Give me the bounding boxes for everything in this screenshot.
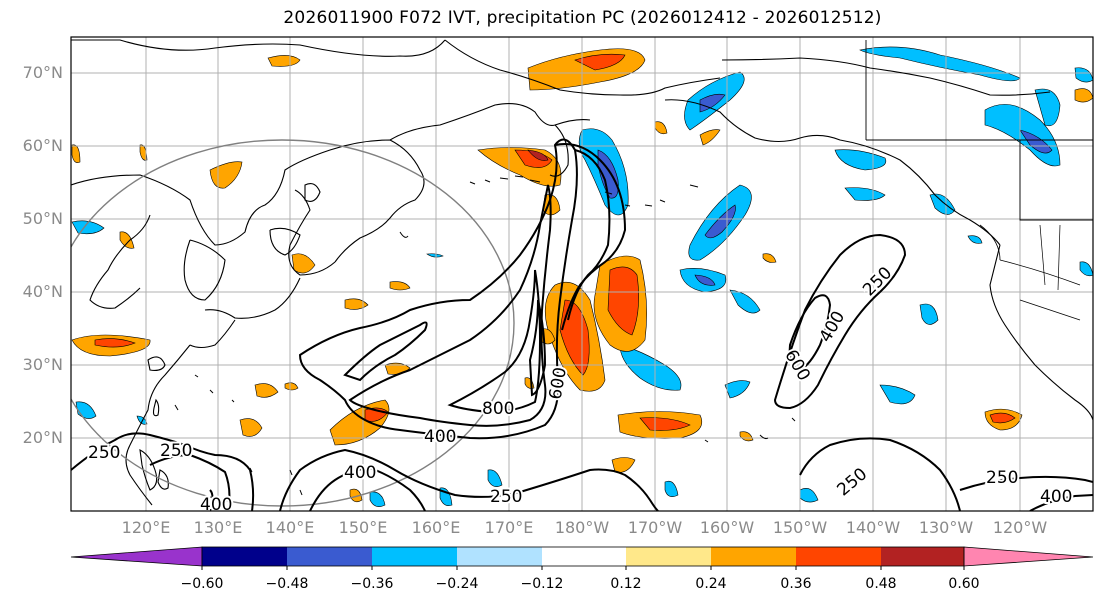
- contour-label: 400: [424, 427, 456, 447]
- lat-label: 20°N: [22, 428, 63, 447]
- colorbar-tick-label: −0.60: [180, 576, 224, 592]
- colorbar-tick-label: −0.36: [350, 576, 394, 592]
- contour-label: 400: [1040, 487, 1072, 507]
- lon-label: 120°W: [992, 518, 1048, 537]
- colorbar-segment: [287, 547, 372, 566]
- colorbar-segment: [881, 547, 964, 566]
- colorbar-segment: [457, 547, 542, 566]
- colorbar-tick-label: 0.36: [780, 576, 812, 592]
- contour-label: 250: [160, 441, 192, 461]
- figure-title: 2026011900 F072 IVT, precipitation PC (2…: [283, 8, 882, 28]
- islands: [174, 175, 796, 496]
- lon-label: 160°W: [699, 518, 755, 537]
- colorbar-tick-label: 0.12: [610, 576, 642, 592]
- colorbar: [70, 546, 1094, 570]
- lon-label: 150°W: [772, 518, 828, 537]
- contour-label: 400: [200, 495, 232, 515]
- ivt-contours: [71, 138, 1093, 511]
- lon-label: 170°E: [484, 518, 534, 537]
- colorbar-segment: [372, 547, 457, 566]
- lon-label: 150°E: [338, 518, 388, 537]
- colorbar-segment: [202, 547, 287, 566]
- lat-label: 60°N: [22, 136, 63, 155]
- colorbar-segment: [711, 547, 796, 566]
- lat-label: 70°N: [22, 63, 63, 82]
- contour-label: 800: [482, 399, 514, 419]
- lon-label: 130°W: [918, 518, 974, 537]
- lon-label: 160°E: [411, 518, 461, 537]
- colorbar-segment: [626, 547, 711, 566]
- colorbar-tick-label: 0.24: [695, 576, 727, 592]
- colorbar-tick-label: 0.60: [948, 576, 980, 592]
- lat-label: 30°N: [22, 355, 63, 374]
- colorbar-tick-label: 0.48: [865, 576, 897, 592]
- lon-label: 180°W: [554, 518, 610, 537]
- lon-label: 140°E: [265, 518, 315, 537]
- colorbar-frame: [201, 546, 965, 567]
- colorbar-tick-label: −0.12: [520, 576, 564, 592]
- colorbar-segment: [796, 547, 881, 566]
- map-frame: [70, 36, 1094, 512]
- contour-label: 250: [986, 468, 1018, 488]
- contour-label: 250: [490, 487, 522, 507]
- colorbar-tick-label: −0.48: [265, 576, 309, 592]
- colorbar-extend-min: [70, 546, 203, 567]
- colorbar-extend-max: [963, 546, 1094, 567]
- contour-label: 250: [88, 443, 120, 463]
- contour-label: 400: [344, 463, 376, 483]
- colorbar-segment: [542, 547, 626, 566]
- precip-positive-areas: [71, 48, 1093, 503]
- precip-negative-areas: [71, 46, 1093, 507]
- lat-label: 40°N: [22, 282, 63, 301]
- lon-label: 170°W: [627, 518, 683, 537]
- graticule: [71, 37, 1093, 511]
- lon-label: 130°E: [193, 518, 243, 537]
- lon-label: 140°W: [845, 518, 901, 537]
- lon-label: 120°E: [121, 518, 171, 537]
- colorbar-tick-label: −0.24: [435, 576, 479, 592]
- map-layers: 250 250 400 400 400 800 600 250 400 600 …: [71, 37, 1093, 515]
- lat-label: 50°N: [22, 209, 63, 228]
